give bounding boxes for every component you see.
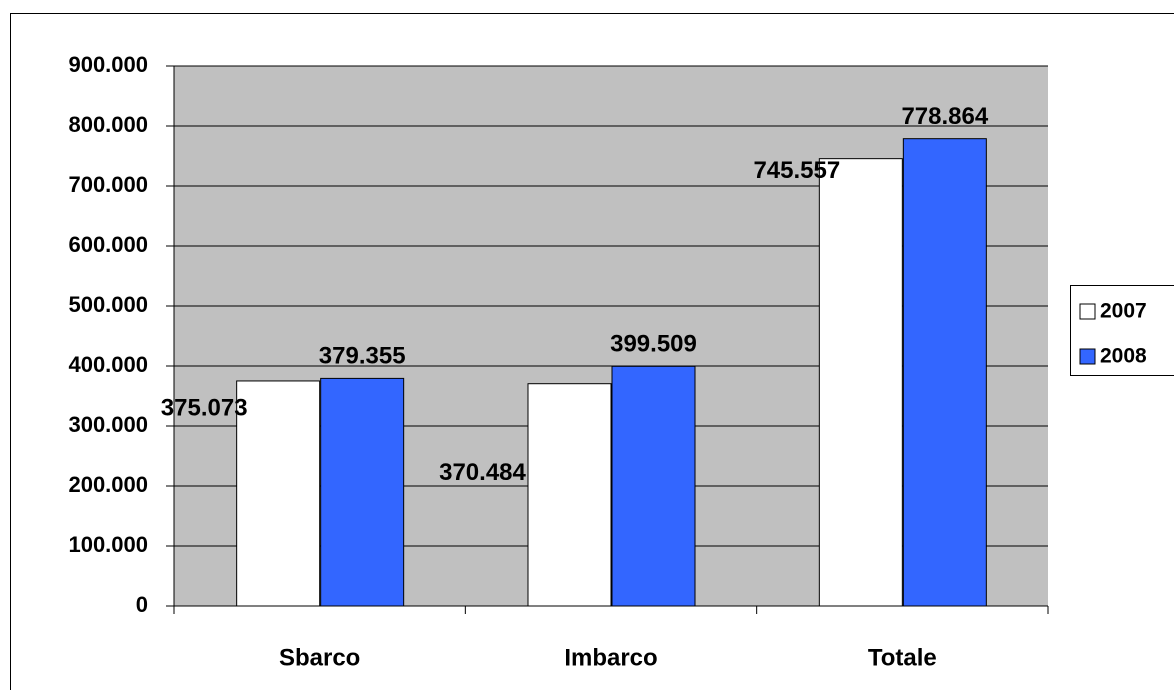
data-label: 379.355 xyxy=(319,343,406,370)
y-tick-label: 100.000 xyxy=(68,532,148,557)
data-label: 399.509 xyxy=(610,331,697,358)
data-label: 375.073 xyxy=(161,394,248,421)
data-label: 745.557 xyxy=(753,157,840,184)
y-tick-label: 600.000 xyxy=(68,232,148,257)
y-tick-label: 300.000 xyxy=(68,412,148,437)
y-tick-label: 0 xyxy=(136,592,148,617)
y-tick-label: 500.000 xyxy=(68,292,148,317)
legend-label: 2008 xyxy=(1100,345,1147,368)
x-tick-label: Imbarco xyxy=(564,644,657,671)
bar xyxy=(320,377,405,607)
data-label: 370.484 xyxy=(439,459,526,486)
bar xyxy=(902,138,987,607)
y-tick-label: 400.000 xyxy=(68,352,148,377)
legend-swatch xyxy=(1079,303,1096,320)
bar xyxy=(818,158,903,607)
x-tick-label: Totale xyxy=(868,644,937,671)
legend-swatch xyxy=(1079,348,1096,365)
bar xyxy=(527,383,612,607)
y-tick-label: 200.000 xyxy=(68,472,148,497)
x-tick-label: Sbarco xyxy=(279,644,360,671)
bar xyxy=(236,380,321,607)
bar xyxy=(611,365,696,607)
y-tick-label: 900.000 xyxy=(68,52,148,77)
legend-label: 2007 xyxy=(1100,300,1147,323)
y-tick-label: 800.000 xyxy=(68,112,148,137)
data-label: 778.864 xyxy=(901,103,988,130)
y-tick-label: 700.000 xyxy=(68,172,148,197)
